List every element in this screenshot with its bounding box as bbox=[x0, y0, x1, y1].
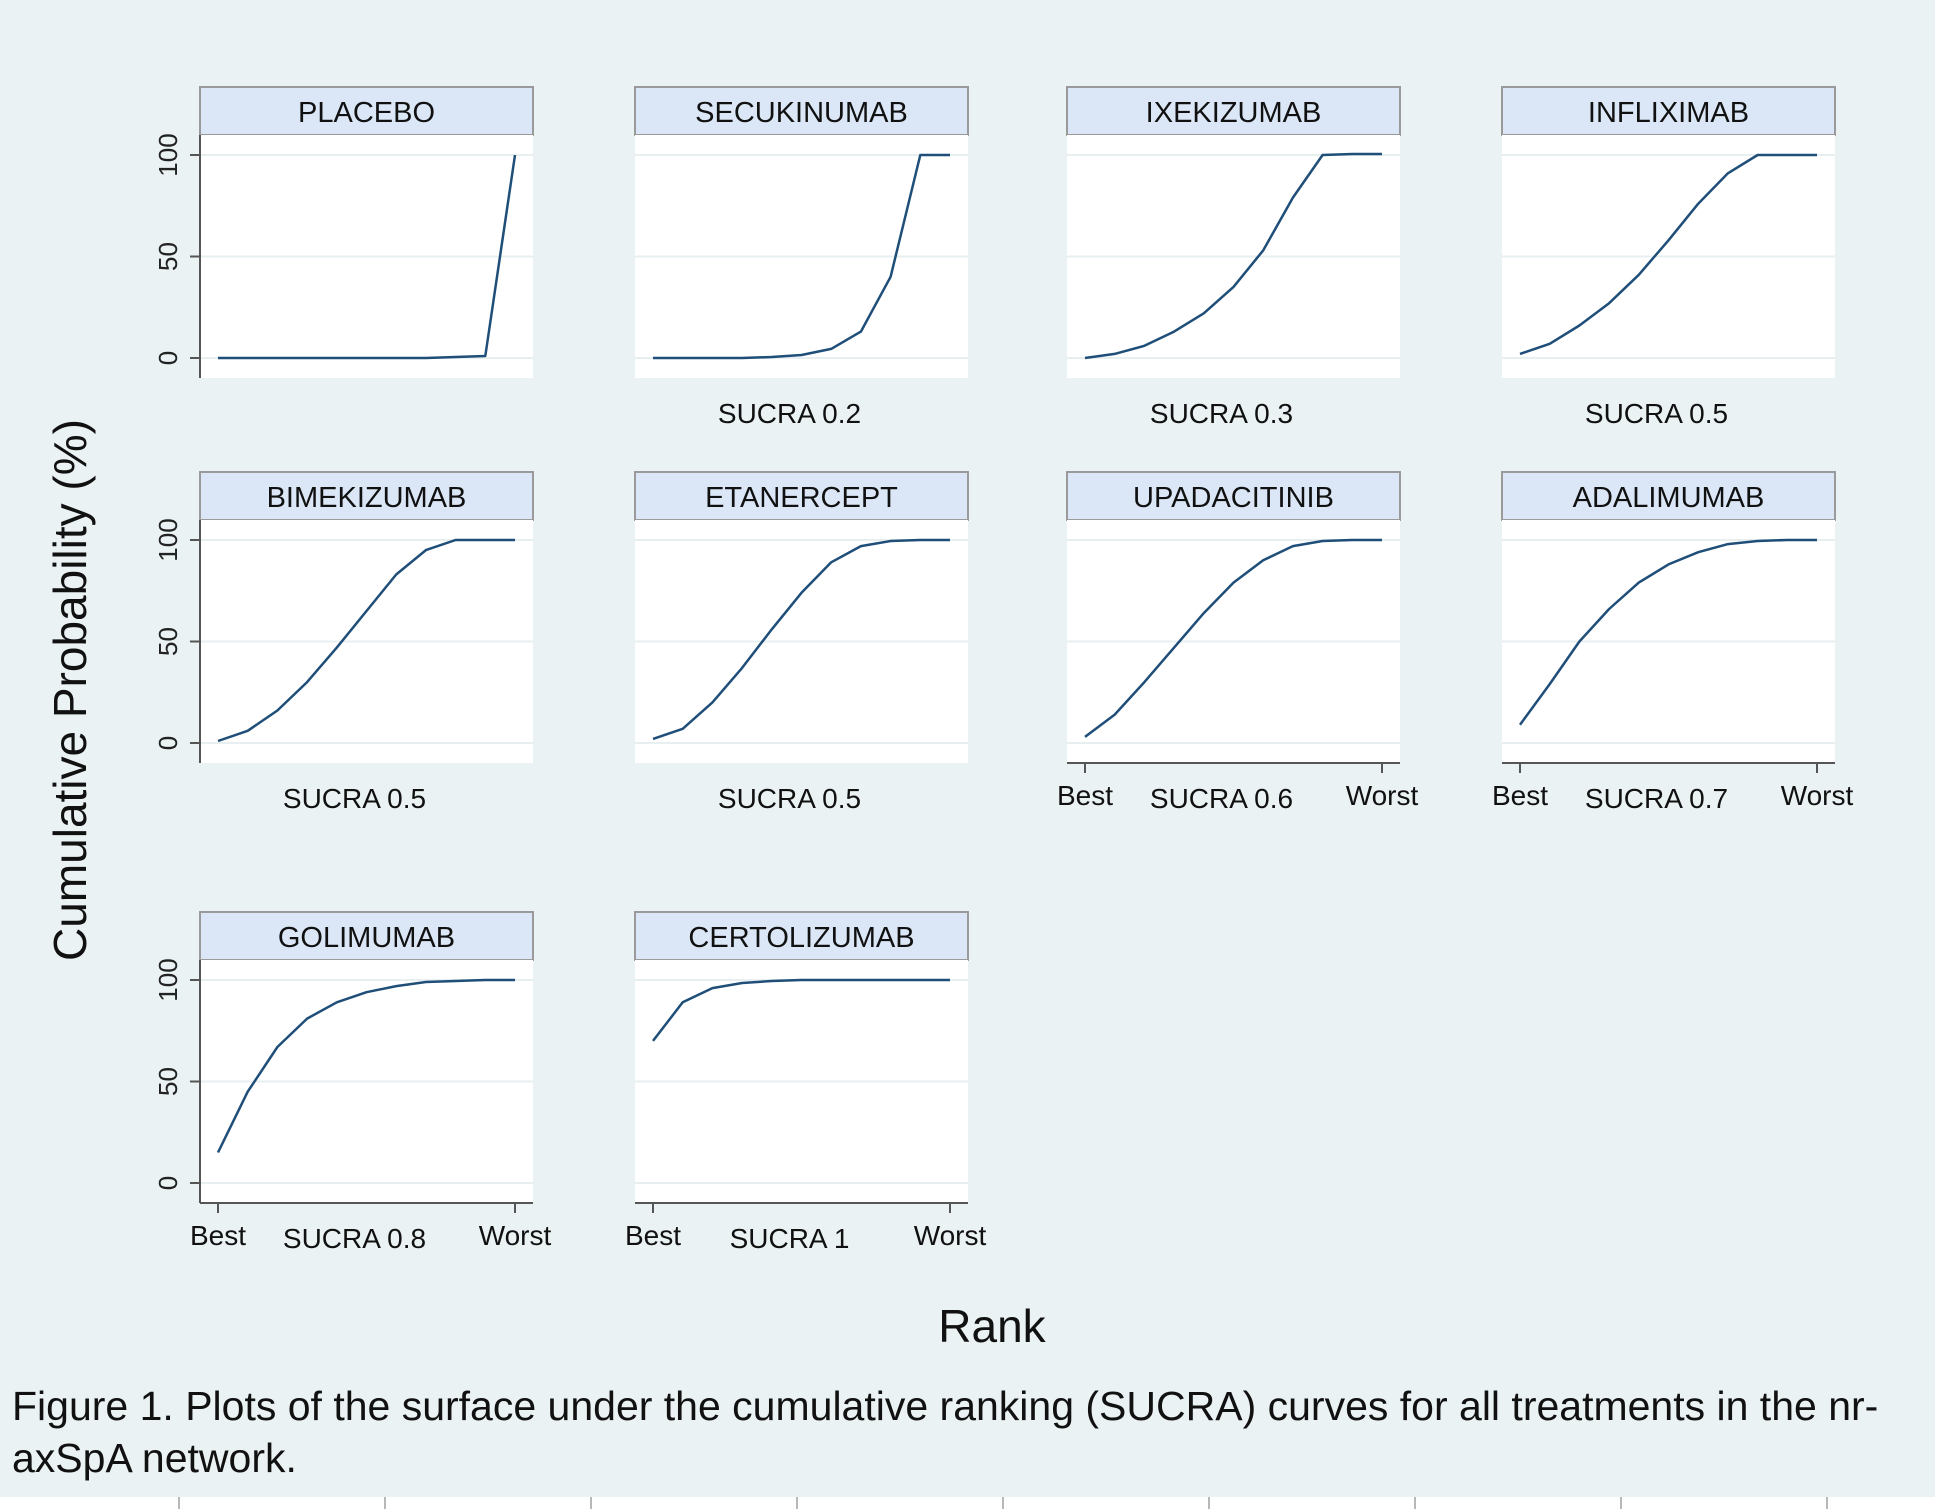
bottom-rule-tick bbox=[1826, 1497, 1828, 1509]
panel-title: GOLIMUMAB bbox=[278, 922, 455, 954]
bottom-rule-tick bbox=[178, 1497, 180, 1509]
sucra-label: SUCRA 0.6 bbox=[1150, 783, 1293, 814]
y-tick-label: 50 bbox=[153, 1067, 183, 1096]
x-axis-title: Rank bbox=[938, 1300, 1046, 1352]
x-tick-label: Best bbox=[1492, 780, 1548, 811]
panel-title: CERTOLIZUMAB bbox=[688, 922, 914, 954]
panel-infliximab: INFLIXIMAB SUCRA 0.5 bbox=[1501, 86, 1836, 429]
panel-title: UPADACITINIB bbox=[1133, 482, 1334, 514]
panel-header bbox=[634, 86, 969, 136]
figure-caption: Figure 1. Plots of the surface under the… bbox=[12, 1383, 1879, 1481]
panel-header bbox=[199, 471, 534, 521]
sucra-label: SUCRA 0.3 bbox=[1150, 398, 1293, 429]
bottom-rule-tick bbox=[1414, 1497, 1416, 1509]
sucra-curve bbox=[218, 154, 517, 360]
sucra-curve bbox=[1084, 538, 1382, 738]
bottom-rule-tick bbox=[590, 1497, 592, 1509]
sucra-label: SUCRA 0.5 bbox=[283, 783, 426, 814]
panel-title: INFLIXIMAB bbox=[1588, 97, 1749, 129]
panel-header bbox=[1501, 86, 1836, 136]
y-axis-title: Cumulative Probability (%) bbox=[44, 419, 96, 961]
sucra-figure: Cumulative Probability (%) Rank PLACEBO 0… bbox=[44, 86, 1854, 1352]
panel-etanercept: ETANERCEPT SUCRA 0.5 bbox=[634, 471, 969, 814]
panel-bimekizumab: BIMEKIZUMAB 0 50 100 SUCRA 0.5 bbox=[153, 471, 534, 814]
panel-title: ETANERCEPT bbox=[705, 482, 898, 514]
sucra-curve bbox=[652, 978, 950, 1042]
x-tick-label: Worst bbox=[1781, 780, 1854, 811]
bottom-rule bbox=[0, 1497, 1935, 1509]
y-tick-label: 0 bbox=[153, 351, 183, 365]
sucra-curve bbox=[1084, 152, 1382, 360]
sucra-curve bbox=[653, 153, 950, 360]
sucra-curve bbox=[1519, 153, 1817, 356]
sucra-curve bbox=[217, 538, 515, 743]
sucra-curve bbox=[1518, 538, 1817, 726]
panel-placebo: PLACEBO 0 50 100 bbox=[153, 86, 534, 378]
panel-title: ADALIMUMAB bbox=[1573, 482, 1765, 514]
x-tick-label: Best bbox=[190, 1220, 246, 1251]
panel-header bbox=[634, 911, 969, 961]
panel-grid: PLACEBO 0 50 100 SECUKINUMAB SUCRA 0.2 IXEKIZU… bbox=[153, 86, 1854, 1254]
panel-header bbox=[199, 86, 534, 136]
panel-title: BIMEKIZUMAB bbox=[267, 482, 467, 514]
panel-title: IXEKIZUMAB bbox=[1146, 97, 1322, 129]
x-tick-label: Best bbox=[625, 1220, 681, 1251]
sucra-label: SUCRA 0.8 bbox=[283, 1223, 426, 1254]
y-tick-label: 100 bbox=[153, 133, 183, 176]
panel-title: SECUKINUMAB bbox=[695, 97, 908, 129]
x-tick-label: Worst bbox=[479, 1220, 552, 1251]
bottom-rule-tick bbox=[1002, 1497, 1004, 1509]
bottom-rule-tick bbox=[384, 1497, 386, 1509]
x-tick-label: Worst bbox=[1346, 780, 1419, 811]
y-tick-label: 0 bbox=[153, 1176, 183, 1190]
sucra-label: SUCRA 0.5 bbox=[1585, 398, 1728, 429]
sucra-label: SUCRA 1 bbox=[730, 1223, 850, 1254]
y-tick-label: 100 bbox=[153, 958, 183, 1001]
panel-header bbox=[1501, 471, 1836, 521]
panel-certolizumab: CERTOLIZUMAB Best Worst SUCRA 1 bbox=[625, 911, 987, 1254]
panel-header bbox=[1066, 471, 1401, 521]
bottom-rule-tick bbox=[1208, 1497, 1210, 1509]
panel-golimumab: GOLIMUMAB 0 50 100 Best Worst SUCRA 0.8 bbox=[153, 911, 552, 1254]
panel-upadacitinib: UPADACITINIB Best Worst SUCRA 0.6 bbox=[1057, 471, 1419, 814]
y-tick-label: 50 bbox=[153, 627, 183, 656]
sucra-label: SUCRA 0.5 bbox=[718, 783, 861, 814]
sucra-curve bbox=[216, 978, 515, 1154]
panel-header bbox=[634, 471, 969, 521]
panel-header bbox=[1066, 86, 1401, 136]
y-tick-label: 50 bbox=[153, 242, 183, 271]
panel-secukinumab: SECUKINUMAB SUCRA 0.2 bbox=[634, 86, 969, 429]
panel-adalimumab: ADALIMUMAB Best Worst SUCRA 0.7 bbox=[1492, 471, 1854, 814]
y-tick-label: 100 bbox=[153, 518, 183, 561]
y-tick-label: 0 bbox=[153, 736, 183, 750]
bottom-rule-tick bbox=[1620, 1497, 1622, 1509]
x-tick-label: Best bbox=[1057, 780, 1113, 811]
x-tick-label: Worst bbox=[914, 1220, 987, 1251]
sucra-curve bbox=[652, 538, 950, 741]
sucra-label: SUCRA 0.2 bbox=[718, 398, 861, 429]
bottom-rule-tick bbox=[796, 1497, 798, 1509]
panel-title: PLACEBO bbox=[298, 97, 435, 129]
sucra-label: SUCRA 0.7 bbox=[1585, 783, 1728, 814]
panel-ixekizumab: IXEKIZUMAB SUCRA 0.3 bbox=[1066, 86, 1401, 429]
